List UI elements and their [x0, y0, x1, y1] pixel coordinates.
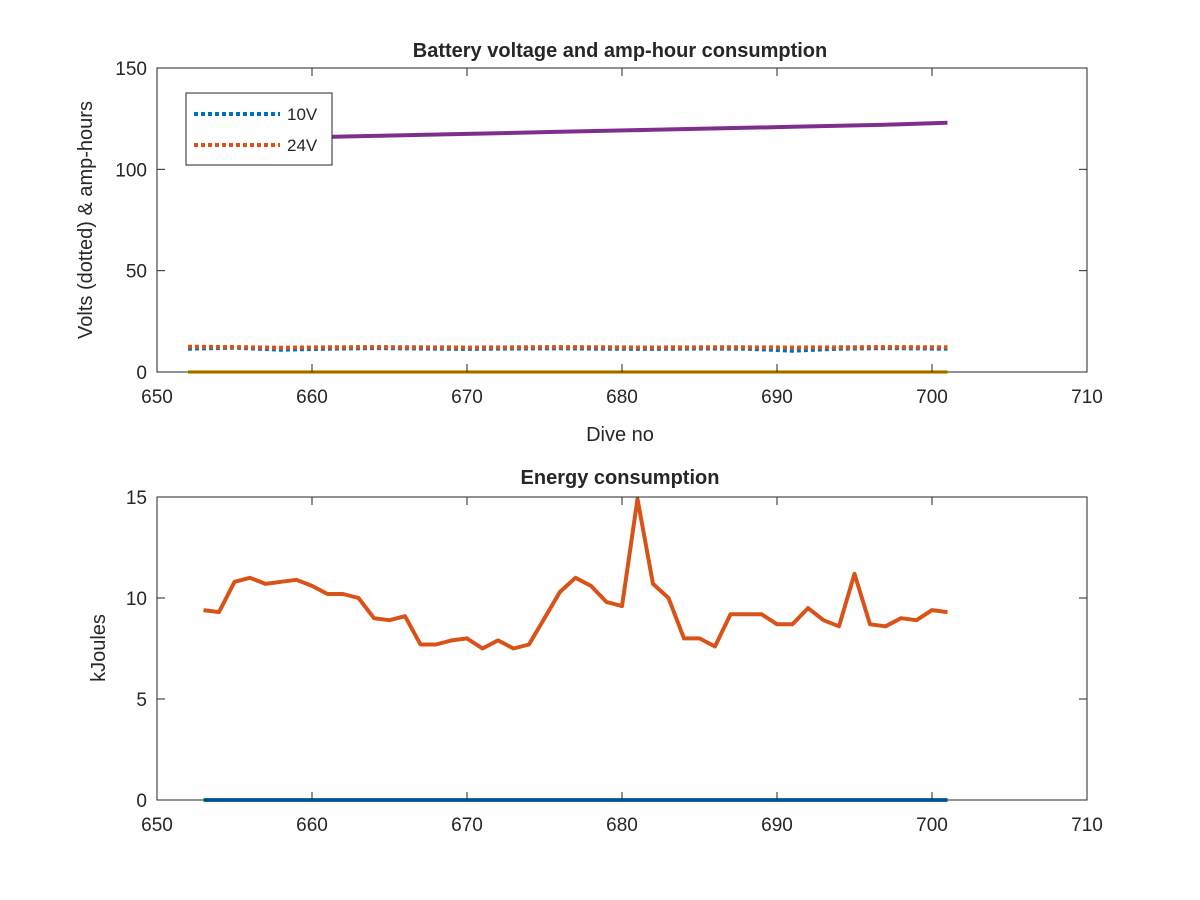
x-tick-label: 680: [606, 815, 638, 836]
x-tick-label: 710: [1071, 387, 1103, 408]
x-tick-label: 700: [916, 815, 948, 836]
chart-title: Battery voltage and amp-hour consumption: [413, 40, 827, 62]
x-tick-label: 670: [451, 387, 483, 408]
legend: 10V 24V: [185, 92, 333, 166]
axes-frame: [156, 496, 1088, 801]
axes: 650 660 670 680 690 700 710 0 5 10 15: [126, 488, 1103, 836]
series-line-orange: [203, 497, 948, 651]
legend-box: [185, 92, 333, 166]
x-tick-label: 700: [916, 387, 948, 408]
y-tick-label: 50: [126, 262, 147, 283]
x-tick-label: 680: [606, 387, 638, 408]
energy-chart: Energy consumption kJoules 650 660 670 680 6…: [88, 467, 1103, 836]
y-axis-label: kJoules: [88, 614, 110, 682]
y-axis-label: Volts (dotted) & amp-hours: [75, 101, 97, 339]
y-tick-label: 0: [136, 363, 147, 384]
y-tick-label: 5: [136, 690, 147, 711]
x-tick-label: 660: [296, 387, 328, 408]
x-tick-label: 690: [761, 387, 793, 408]
legend-label-10v: 10V: [287, 105, 318, 124]
battery-chart: Battery voltage and amp-hour consumption…: [75, 40, 1103, 446]
axes: 650 660 670 680 690 700 710 0 50 100 150: [115, 59, 1103, 408]
x-tick-label: 690: [761, 815, 793, 836]
series-group: [203, 497, 948, 802]
y-tick-label: 100: [115, 160, 147, 181]
y-tick-label: 150: [115, 59, 147, 80]
x-tick-label: 670: [451, 815, 483, 836]
x-tick-label: 650: [141, 387, 173, 408]
y-tick-label: 10: [126, 589, 147, 610]
y-tick-label: 15: [126, 488, 147, 509]
x-tick-label: 660: [296, 815, 328, 836]
chart-title: Energy consumption: [521, 467, 720, 489]
x-tick-label: 650: [141, 815, 173, 836]
x-tick-label: 710: [1071, 815, 1103, 836]
x-axis-label: Dive no: [586, 424, 654, 446]
legend-label-24v: 24V: [287, 136, 318, 155]
series-line-24v: [187, 344, 948, 350]
y-tick-label: 0: [136, 791, 147, 812]
